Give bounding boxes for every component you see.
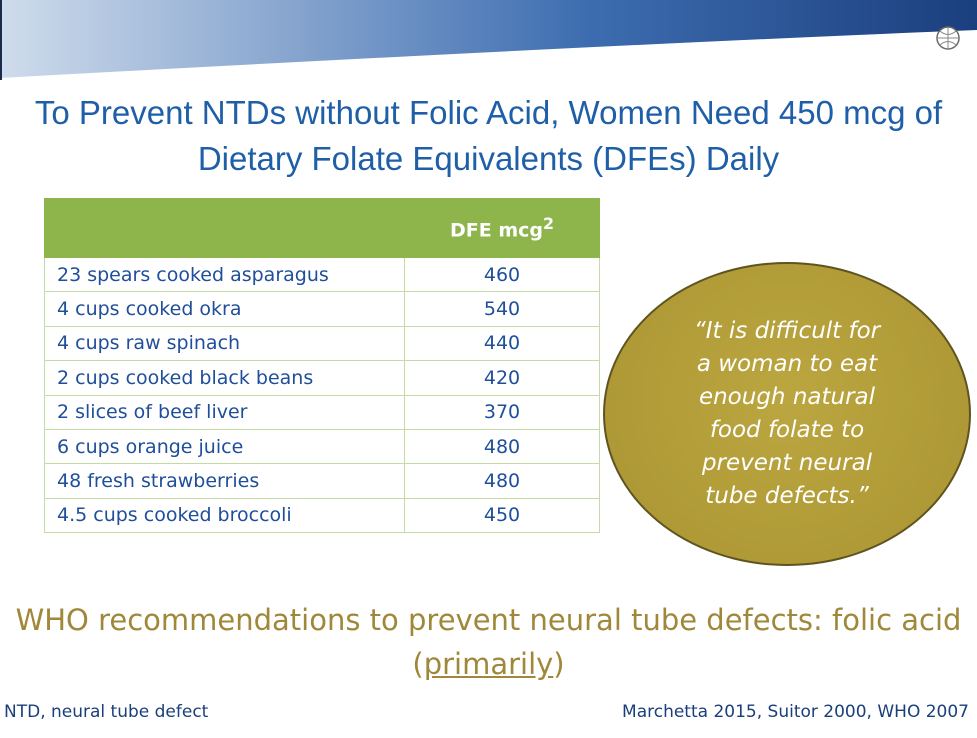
dfe-value: 540 [404, 291, 600, 327]
dfe-value: 480 [404, 463, 600, 499]
header-sup: 2 [543, 214, 555, 234]
food-item: 23 spears cooked asparagus [44, 256, 405, 293]
slide-title: To Prevent NTDs without Folic Acid, Wome… [34, 94, 943, 177]
table-row: 6 cups orange juice 480 [44, 428, 600, 465]
food-item: 4 cups cooked okra [44, 291, 405, 327]
food-item: 6 cups orange juice [44, 428, 405, 465]
table-row: 48 fresh strawberries 480 [44, 463, 600, 499]
header-empty [44, 198, 405, 258]
rec-underlined: primarily [423, 647, 554, 681]
food-item: 2 slices of beef liver [44, 394, 405, 430]
dfe-value: 450 [404, 497, 600, 534]
dfe-value: 480 [404, 428, 600, 465]
table-row: 2 cups cooked black beans 420 [44, 360, 600, 396]
food-item: 4.5 cups cooked broccoli [44, 497, 405, 534]
rec-before: WHO recommendations to prevent neural tu… [15, 603, 962, 681]
quote-circle: “It is difficult for a woman to eat enou… [603, 262, 971, 566]
dfe-value: 440 [404, 325, 600, 362]
food-item: 2 cups cooked black beans [44, 360, 405, 396]
food-item: 4 cups raw spinach [44, 325, 405, 362]
food-item: 48 fresh strawberries [44, 463, 405, 499]
footer-left: NTD, neural tube defect [4, 702, 209, 722]
dfe-value: 370 [404, 394, 600, 430]
dfe-value: 460 [404, 256, 600, 293]
dfe-value: 420 [404, 360, 600, 396]
quote-text: “It is difficult for a woman to eat enou… [693, 318, 881, 509]
recommendation: WHO recommendations to prevent neural tu… [10, 598, 967, 686]
table-row: 4 cups raw spinach 440 [44, 325, 600, 362]
header-dfe: DFE mcg2 [404, 198, 600, 258]
table-row: 4.5 cups cooked broccoli 450 [44, 497, 600, 534]
table-row: 23 spears cooked asparagus 460 [44, 256, 600, 293]
header-swoosh [0, 0, 977, 80]
rec-after: ) [553, 647, 565, 681]
table-row: 4 cups cooked okra 540 [44, 291, 600, 327]
footer-right: Marchetta 2015, Suitor 2000, WHO 2007 [622, 702, 969, 722]
header-label: DFE mcg [449, 219, 543, 242]
folate-table: DFE mcg2 23 spears cooked asparagus 460 4 … [44, 198, 600, 534]
table-row: 2 slices of beef liver 370 [44, 394, 600, 430]
